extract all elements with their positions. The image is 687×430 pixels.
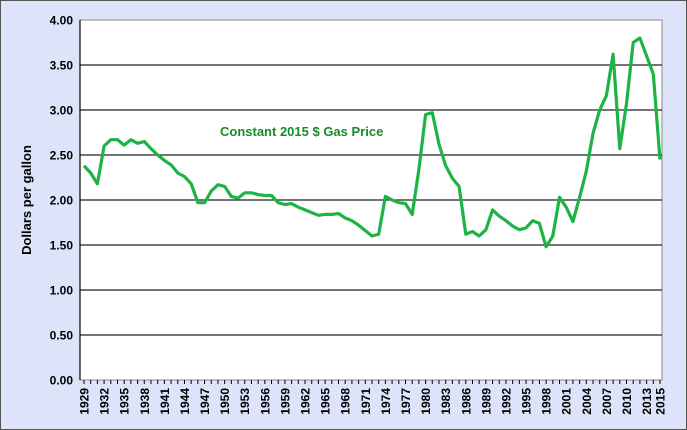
x-tick-label: 2007 bbox=[600, 388, 614, 415]
x-tick-label: 1932 bbox=[98, 388, 112, 415]
y-tick-label: 1.50 bbox=[50, 239, 74, 253]
x-tick-label: 2013 bbox=[640, 388, 654, 415]
x-tick-label: 1998 bbox=[540, 388, 554, 415]
x-tick-label: 1974 bbox=[379, 388, 393, 415]
y-tick-label: 2.50 bbox=[50, 149, 74, 163]
x-tick-label: 1986 bbox=[459, 388, 473, 415]
y-tick-label: 3.50 bbox=[50, 59, 74, 73]
x-tick-label: 2010 bbox=[620, 388, 634, 415]
y-tick-label: 4.00 bbox=[50, 14, 74, 28]
y-axis-label: Dollars per gallon bbox=[19, 145, 34, 255]
x-tick-label: 1944 bbox=[178, 388, 192, 415]
y-tick-label: 3.00 bbox=[50, 104, 74, 118]
x-tick-label: 1956 bbox=[258, 388, 272, 415]
x-tick-label: 1992 bbox=[499, 388, 513, 415]
x-tick-label: 1947 bbox=[198, 388, 212, 415]
x-tick-label: 1935 bbox=[118, 388, 132, 415]
x-tick-label: 1971 bbox=[359, 388, 373, 415]
x-tick-label: 1983 bbox=[439, 388, 453, 415]
y-tick-label: 0.00 bbox=[50, 374, 74, 388]
x-tick-label: 2015 bbox=[654, 388, 668, 415]
x-tick-label: 1962 bbox=[299, 388, 313, 415]
x-tick-label: 2004 bbox=[580, 388, 594, 415]
x-tick-label: 1989 bbox=[479, 388, 493, 415]
x-tick-label: 1968 bbox=[339, 388, 353, 415]
series-annotation: Constant 2015 $ Gas Price bbox=[220, 124, 383, 139]
x-tick-label: 1941 bbox=[158, 388, 172, 415]
x-tick-label: 1959 bbox=[278, 388, 292, 415]
y-tick-label: 2.00 bbox=[50, 194, 74, 208]
x-tick-label: 1965 bbox=[319, 388, 333, 415]
y-tick-label: 1.00 bbox=[50, 284, 74, 298]
x-tick-label: 1938 bbox=[138, 388, 152, 415]
x-tick-label: 2001 bbox=[560, 388, 574, 415]
x-tick-label: 1995 bbox=[520, 388, 534, 415]
y-tick-label: 0.50 bbox=[50, 329, 74, 343]
x-tick-label: 1929 bbox=[78, 388, 92, 415]
x-tick-label: 1950 bbox=[218, 388, 232, 415]
x-tick-label: 1977 bbox=[399, 388, 413, 415]
x-tick-label: 1953 bbox=[238, 388, 252, 415]
x-tick-label: 1980 bbox=[419, 388, 433, 415]
